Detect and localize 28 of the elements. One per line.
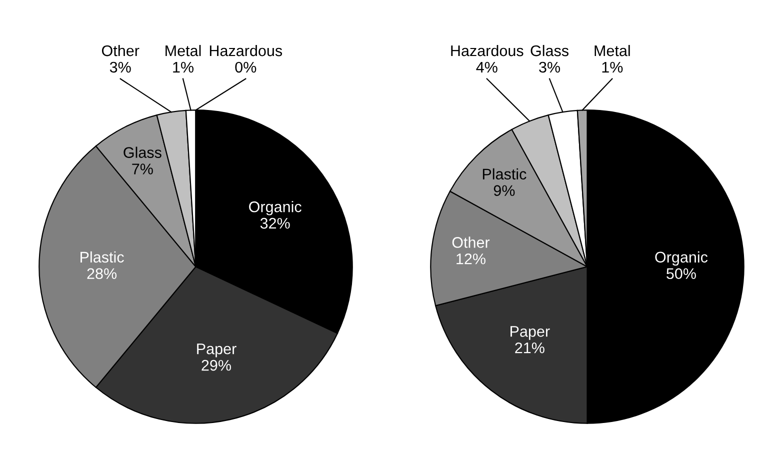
slice-label: Hazardous <box>451 44 524 56</box>
data-label: 29% <box>202 360 231 371</box>
slice-label: Organic <box>249 201 302 216</box>
data-label: 9% <box>494 185 515 196</box>
slice-label: Other <box>102 44 140 56</box>
slice-label: Metal <box>594 44 630 56</box>
slice-label: Plastic <box>80 251 124 263</box>
category-label: Hazardous <box>210 44 282 56</box>
data-label: 3% <box>110 62 131 73</box>
data-label: 1% <box>173 62 194 73</box>
data-label: 1% <box>602 62 623 73</box>
data-label: 4% <box>476 62 498 73</box>
slice-label: Other <box>452 236 490 248</box>
data-label: 28% <box>87 268 117 280</box>
slice-label: Paper <box>197 344 236 358</box>
text: 0% <box>235 62 256 73</box>
data-label: 50% <box>666 268 696 280</box>
slice-label: Glass <box>124 146 162 158</box>
slice-label: Glass <box>530 44 568 56</box>
data-label: 3% <box>539 62 560 73</box>
slice-label: Organic <box>655 251 708 266</box>
slice-label: Metal <box>166 44 201 56</box>
data-label: 32% <box>260 218 290 229</box>
data-label: 7% <box>132 164 153 174</box>
data-label: 21% <box>515 342 544 354</box>
slice-label: Plastic <box>482 168 526 180</box>
data-label: 12% <box>456 254 486 264</box>
slice-label: Paper <box>510 326 550 340</box>
